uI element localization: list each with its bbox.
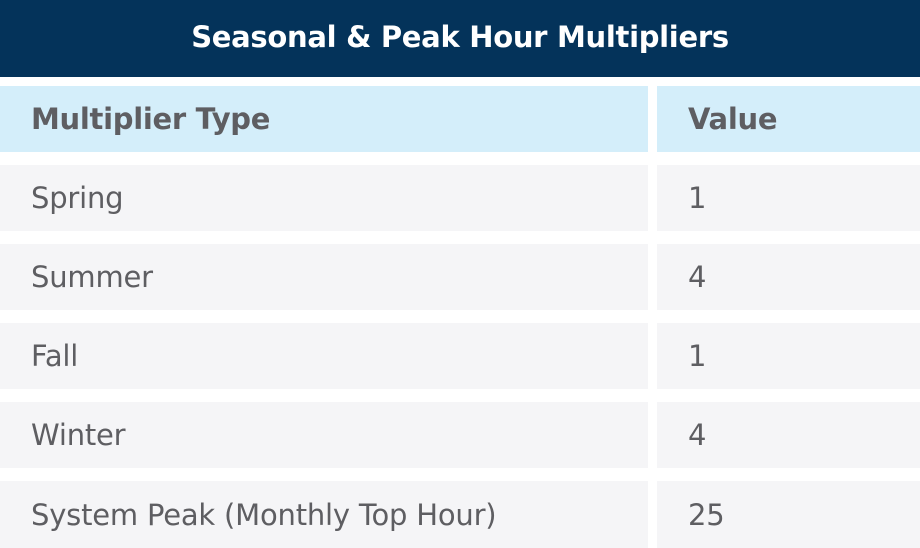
value-text: 25 [688,497,725,532]
value-text: 1 [688,339,707,373]
header-cell-value: Value [657,86,920,152]
cell-value: 1 [657,323,920,389]
multiplier-type-text: System Peak (Monthly Top Hour) [31,497,497,532]
cell-multiplier-type: Winter [0,402,648,468]
table-row: Winter 4 [0,402,920,468]
cell-value: 4 [657,402,920,468]
cell-multiplier-type: System Peak (Monthly Top Hour) [0,481,648,548]
multiplier-type-text: Winter [31,418,126,452]
table-row: Fall 1 [0,323,920,389]
table-header-row: Multiplier Type Value [0,86,920,152]
table-row: Summer 4 [0,244,920,310]
cell-value: 25 [657,481,920,548]
table-title-bar: Seasonal & Peak Hour Multipliers [0,0,920,77]
cell-value: 1 [657,165,920,231]
multiplier-type-text: Fall [31,339,79,373]
header-label-multiplier-type: Multiplier Type [31,102,271,136]
table-row: System Peak (Monthly Top Hour) 25 [0,481,920,548]
value-text: 4 [688,418,707,452]
cell-multiplier-type: Fall [0,323,648,389]
header-label-value: Value [688,102,778,136]
header-cell-multiplier-type: Multiplier Type [0,86,648,152]
table-title: Seasonal & Peak Hour Multipliers [191,20,729,54]
multiplier-type-text: Summer [31,260,153,294]
cell-multiplier-type: Spring [0,165,648,231]
multiplier-type-text: Spring [31,181,124,215]
value-text: 1 [688,181,707,215]
value-text: 4 [688,260,707,294]
table-row: Spring 1 [0,165,920,231]
cell-multiplier-type: Summer [0,244,648,310]
cell-value: 4 [657,244,920,310]
